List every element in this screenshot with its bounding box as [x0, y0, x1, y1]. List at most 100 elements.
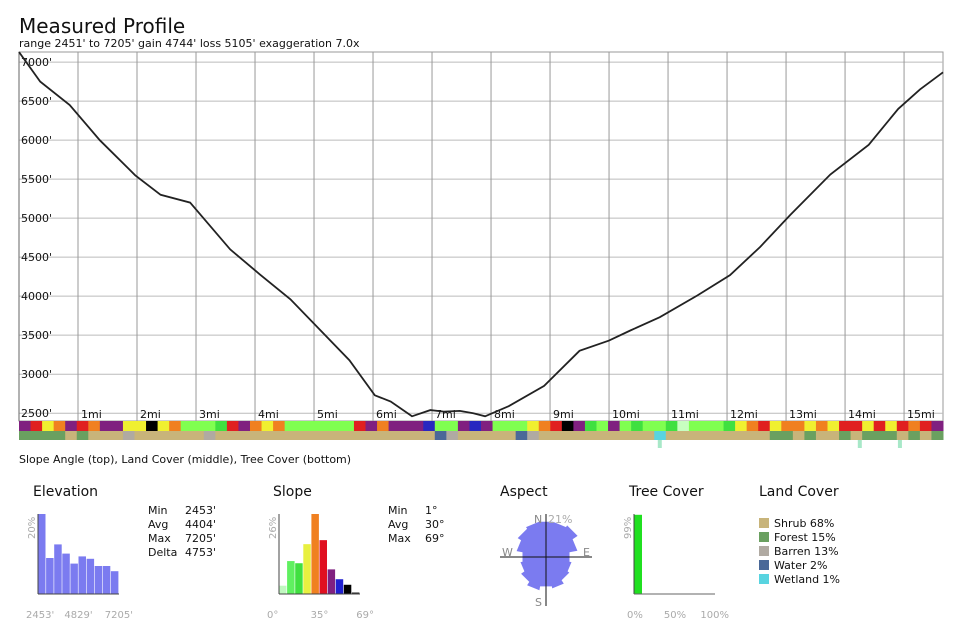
- subtitle-stats: range 2451' to 7205' gain 4744' loss 510…: [19, 37, 360, 50]
- x-tick-label: 0%: [627, 610, 643, 621]
- profile-line: [18, 51, 944, 418]
- slope-band-segment: [758, 421, 771, 431]
- x-tick-label: 1mi: [81, 408, 102, 421]
- slope-band-segment: [365, 421, 378, 431]
- land-cover-band-segment: [238, 431, 251, 440]
- land-cover-band-segment: [469, 431, 482, 440]
- slope-band-segment: [377, 421, 390, 431]
- histogram-bar: [343, 584, 352, 594]
- stat-value: 1°: [425, 504, 438, 517]
- x-tick-label: 6mi: [376, 408, 397, 421]
- land-cover-band-segment: [53, 431, 66, 440]
- x-tick-label: 0°: [267, 610, 278, 621]
- aspect-title: Aspect: [500, 484, 548, 500]
- x-tick-label: 15mi: [907, 408, 935, 421]
- slope-band-segment: [307, 421, 320, 431]
- land-cover-band-segment: [134, 431, 147, 440]
- x-tick-label: 7205': [105, 610, 133, 621]
- x-tick-label: 8mi: [494, 408, 515, 421]
- histogram-bar: [78, 556, 86, 594]
- slope-band-segment: [481, 421, 494, 431]
- slope-band-segment: [273, 421, 286, 431]
- land-cover-band-segment: [111, 431, 124, 440]
- x-tick-label: 35°: [311, 610, 329, 621]
- slope-band-segment: [573, 421, 586, 431]
- land-cover-band-segment: [862, 431, 875, 440]
- slope-band-segment: [538, 421, 551, 431]
- histogram-bar: [46, 558, 54, 594]
- x-tick-label: 50%: [664, 610, 686, 621]
- land-cover-band-segment: [804, 431, 817, 440]
- stat-label: Avg: [388, 518, 408, 531]
- y-tick-label: 4500': [21, 251, 52, 264]
- land-cover-band-segment: [457, 431, 470, 440]
- x-tick-label: 9mi: [553, 408, 574, 421]
- land-cover-band-segment: [654, 431, 667, 440]
- land-cover-band-segment: [19, 431, 32, 440]
- land-cover-band-segment: [642, 431, 655, 440]
- slope-band-segment: [550, 421, 563, 431]
- slope-band-segment: [665, 421, 678, 431]
- stat-value: 4404': [185, 518, 216, 531]
- land-cover-band-segment: [885, 431, 898, 440]
- aspect-max-label: 21%: [548, 513, 572, 526]
- x-tick-label: 12mi: [730, 408, 758, 421]
- profile-chart: 2500' 3000' 3500' 4000' 4500' 5000' 5500' 6000'…: [18, 51, 944, 422]
- land-cover-legend: Shrub 68%Forest 15%Barren 13%Water 2%Wet…: [759, 517, 840, 586]
- slope-band-segment: [296, 421, 309, 431]
- land-cover-band-segment: [99, 431, 112, 440]
- stat-value: 7205': [185, 532, 216, 545]
- slope-band-segment: [238, 421, 251, 431]
- aspect-rose: N 21% E W S: [500, 513, 592, 609]
- land-cover-band-segment: [65, 431, 78, 440]
- land-cover-band-segment: [619, 431, 632, 440]
- x-tick-label: 5mi: [317, 408, 338, 421]
- slope-band-segment: [815, 421, 828, 431]
- slope-band-segment: [146, 421, 159, 431]
- slope-band-segment: [781, 421, 794, 431]
- land-cover-band-segment: [746, 431, 759, 440]
- slope-band-segment: [908, 421, 921, 431]
- slope-band-segment: [42, 421, 55, 431]
- slope-band-segment: [873, 421, 886, 431]
- slope-band-segment: [712, 421, 725, 431]
- elevation-stats: Min 2453' Avg 4404' Max 7205' Delta 4753': [148, 504, 216, 559]
- slope-band-segment: [446, 421, 459, 431]
- histogram-bar: [311, 514, 319, 594]
- slope-band-segment: [111, 421, 124, 431]
- slope-band-segment: [157, 421, 170, 431]
- histogram-bar: [327, 569, 336, 594]
- tree-cover-band-mark: [897, 440, 902, 448]
- stat-value: 30°: [425, 518, 445, 531]
- slope-band-segment: [469, 421, 482, 431]
- land-cover-band-segment: [169, 431, 182, 440]
- slope-band-segment: [99, 421, 112, 431]
- land-cover-band-segment: [839, 431, 852, 440]
- y-tick-label: 5000': [21, 212, 52, 225]
- land-cover-band-segment: [296, 431, 309, 440]
- slope-band-segment: [180, 421, 193, 431]
- elevation-histogram: 20% 2453' 4829' 7205': [26, 514, 133, 621]
- land-cover-band-segment: [712, 431, 725, 440]
- x-tick-label: 10mi: [612, 408, 640, 421]
- x-tick-label: 14mi: [848, 408, 876, 421]
- tree-cover-histogram: 99% 0% 50% 100%: [623, 514, 729, 621]
- y-tick-label: 6000': [21, 134, 52, 147]
- slope-band-segment: [411, 421, 424, 431]
- land-cover-band-segment: [446, 431, 459, 440]
- land-cover-band-segment: [550, 431, 563, 440]
- slope-band-segment: [203, 421, 216, 431]
- x-tick-label: 100%: [700, 610, 729, 621]
- slope-band-segment: [319, 421, 332, 431]
- slope-band-segment: [226, 421, 239, 431]
- land-cover-band-segment: [400, 431, 413, 440]
- land-cover-band-segment: [492, 431, 505, 440]
- slope-band-segment: [88, 421, 101, 431]
- y-tick-label: 3000': [21, 368, 52, 381]
- histogram-bar: [38, 514, 46, 594]
- slope-band-segment: [896, 421, 909, 431]
- land-cover-band-segment: [596, 431, 609, 440]
- x-tick-label: 4829': [64, 610, 92, 621]
- x-tick-label: 2mi: [140, 408, 161, 421]
- legend-swatch: [759, 560, 769, 570]
